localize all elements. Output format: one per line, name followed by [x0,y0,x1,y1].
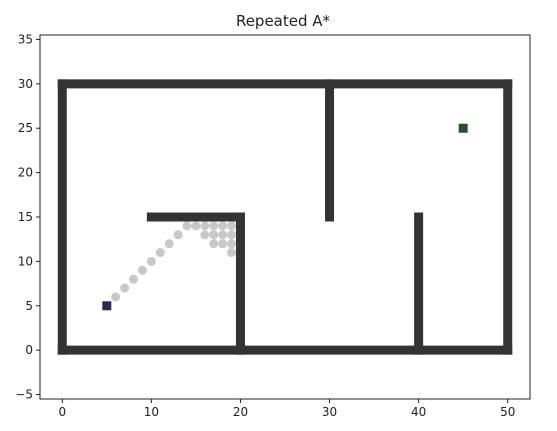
path-point [137,265,147,275]
y-tick-label: 35 [18,32,33,46]
path-point [209,230,219,240]
path-point [209,239,219,249]
path-point [155,248,165,258]
y-tick-label: 10 [18,254,33,268]
path-point [227,248,237,258]
path-point [191,221,201,231]
y-tick-label: 20 [18,166,33,180]
path-point [111,292,121,302]
y-axis: −5 0 5 10 15 20 25 30 35 [15,32,40,402]
y-tick-label: 25 [18,121,33,135]
path-point [218,221,228,231]
goal-marker [458,123,468,133]
path-point [146,256,156,266]
plot-area [57,79,513,355]
path-point [218,230,228,240]
plot-frame [39,34,531,400]
path-point [120,283,130,293]
path-point [173,230,183,240]
x-tick-label: 0 [58,405,66,419]
path-point [227,230,237,240]
path-point [227,239,237,249]
path-point [227,221,237,231]
path-point [200,230,210,240]
y-tick-label: 0 [25,343,33,357]
x-tick-label: 30 [322,405,337,419]
y-tick-label: 5 [25,299,33,313]
path-point [129,274,139,284]
path-point [200,221,210,231]
path-point [164,239,174,249]
chart-title: Repeated A* [236,12,331,30]
x-axis: 0 10 20 30 40 50 [58,399,515,419]
x-tick-label: 40 [411,405,426,419]
path-point [218,239,228,249]
x-tick-label: 20 [233,405,248,419]
y-tick-label: 15 [18,210,33,224]
y-tick-label: 30 [18,77,33,91]
y-tick-label: −5 [15,388,33,402]
x-tick-label: 10 [144,405,159,419]
path-point [182,221,192,231]
start-marker [102,301,112,311]
path-point [209,221,219,231]
x-tick-label: 50 [500,405,515,419]
